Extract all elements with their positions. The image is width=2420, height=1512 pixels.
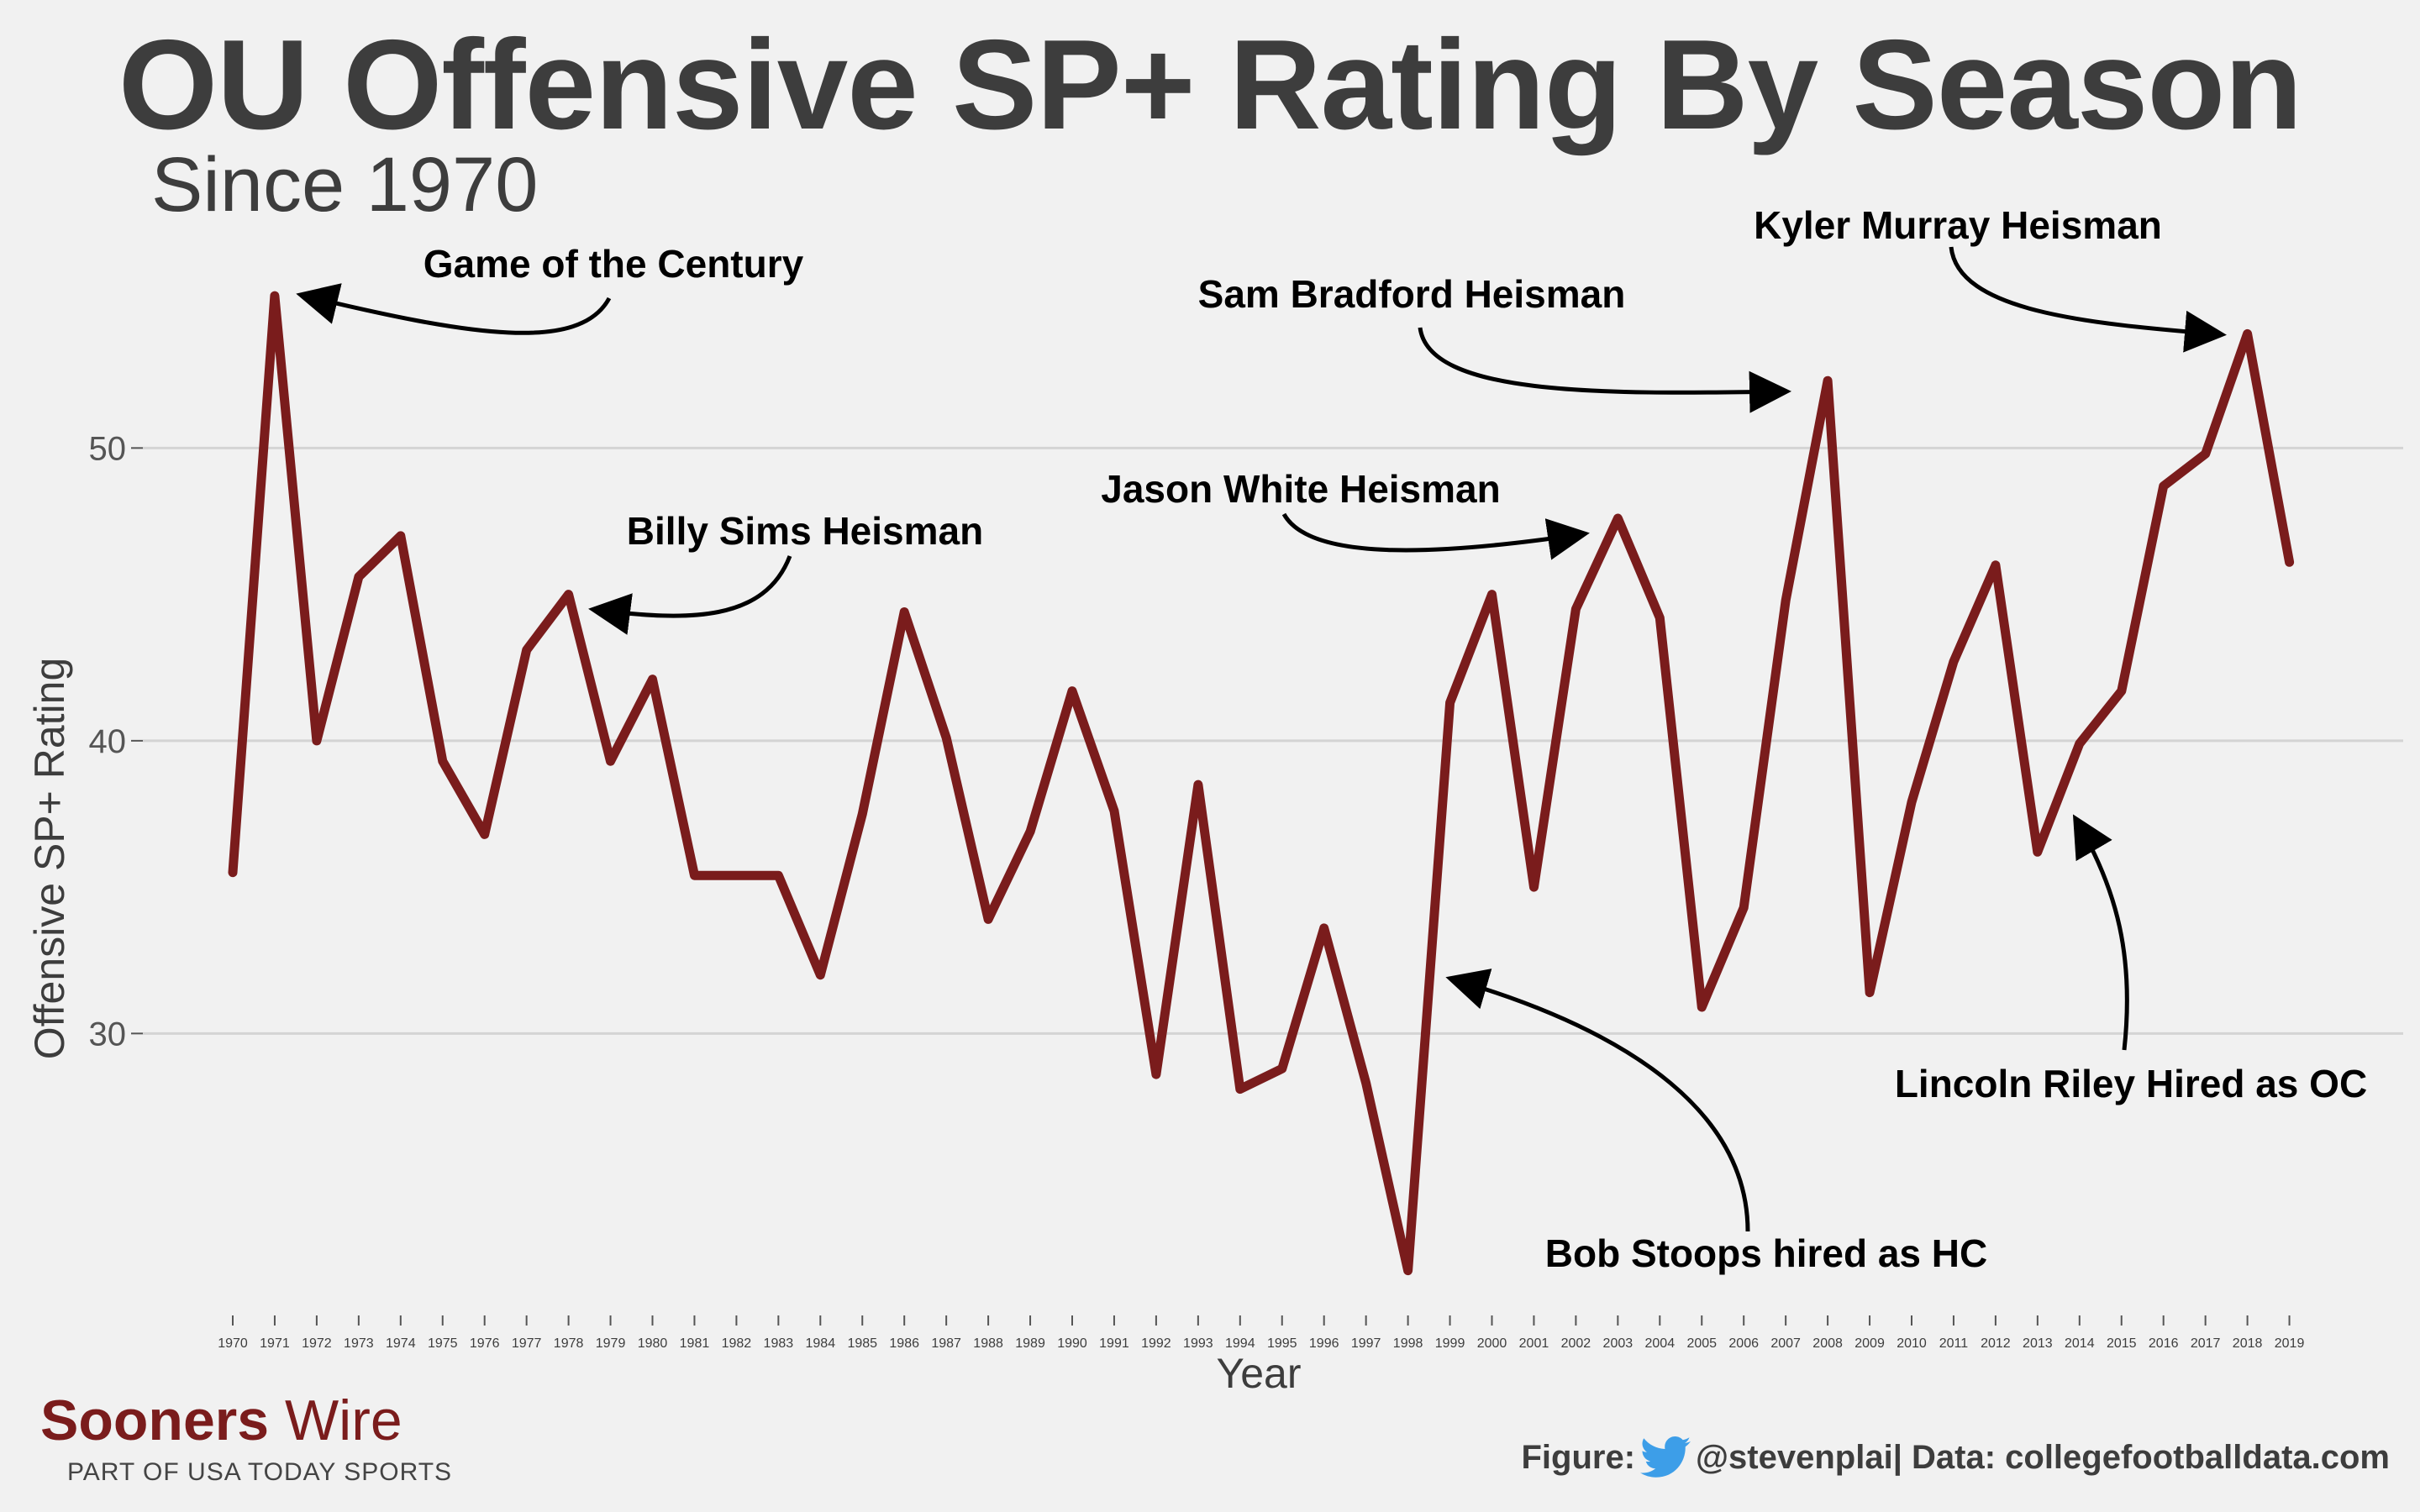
x-tick-label: 1987: [931, 1336, 961, 1351]
x-tick-label: 2006: [1728, 1336, 1759, 1351]
x-tick-label: 1975: [428, 1336, 458, 1351]
arrow-kyler-murray: [1949, 246, 2227, 353]
brand-tagline: PART OF USA TODAY SPORTS: [67, 1458, 453, 1486]
x-tick-label: 1996: [1309, 1336, 1339, 1351]
x-tick-label: 1993: [1183, 1336, 1213, 1351]
arrow-sam-bradford: [1418, 327, 1791, 413]
annotation-label: Sam Bradford Heisman: [1198, 272, 1626, 316]
x-tick-label: 1972: [302, 1336, 332, 1351]
annotation-label: Lincoln Riley Hired as OC: [1895, 1062, 2367, 1105]
credit-handle: @stevenplai: [1696, 1438, 1893, 1476]
x-tick-label: 2017: [2191, 1336, 2221, 1351]
x-tick-label: 2018: [2233, 1336, 2263, 1351]
arrow-jason-white: [1281, 512, 1590, 560]
x-tick-label: 1989: [1015, 1336, 1045, 1351]
x-tick-label: 2007: [1770, 1336, 1801, 1351]
x-tick-label: 1981: [680, 1336, 710, 1351]
y-axis-label: Offensive SP+ Rating: [26, 658, 73, 1060]
x-tick-label: 1985: [847, 1336, 877, 1351]
x-tick-label: 2010: [1897, 1336, 1927, 1351]
x-tick-label: 1995: [1267, 1336, 1297, 1351]
brand-name-bold: Sooners: [40, 1389, 270, 1452]
arrow-bob-stoops: [1445, 969, 1750, 1232]
figure-credit: Figure: @stevenplai | Data: collegefootb…: [1521, 1436, 2390, 1478]
chart-subtitle: Since 1970: [151, 142, 539, 228]
x-tick-label: 1994: [1225, 1336, 1255, 1351]
x-tick-label: 1992: [1141, 1336, 1171, 1351]
x-tick-label: 1973: [344, 1336, 374, 1351]
credit-prefix: Figure:: [1521, 1438, 1636, 1476]
arrow-billy-sims: [588, 555, 792, 635]
annotation-label: Kyler Murray Heisman: [1754, 203, 2162, 247]
x-tick-label: 2013: [2023, 1336, 2053, 1351]
x-tick-label: 2015: [2107, 1336, 2137, 1351]
x-tick-label: 1984: [806, 1336, 836, 1351]
x-tick-label: 2009: [1854, 1336, 1885, 1351]
brand-name-light: Wire: [269, 1389, 402, 1452]
y-tick-label: 50: [89, 430, 127, 467]
x-tick-label: 2004: [1645, 1336, 1676, 1351]
x-tick-label: 2008: [1812, 1336, 1843, 1351]
x-tick-label: 1980: [638, 1336, 668, 1351]
arrow-lincoln-riley: [2072, 814, 2129, 1051]
chart-title: OU Offensive SP+ Rating By Season: [118, 13, 2302, 156]
x-tick-label: 1977: [512, 1336, 542, 1351]
annotation-label: Game of the Century: [424, 242, 804, 286]
y-tick-label: 30: [89, 1016, 127, 1053]
x-tick-label: 1978: [554, 1336, 584, 1351]
x-tick-label: 1991: [1099, 1336, 1129, 1351]
arrow-game-of-the-century: [296, 283, 612, 335]
x-tick-label: 1997: [1351, 1336, 1381, 1351]
x-tick-label: 2000: [1477, 1336, 1507, 1351]
x-tick-label: 1970: [218, 1336, 248, 1351]
x-tick-label: 2003: [1603, 1336, 1634, 1351]
x-tick-label: 2001: [1519, 1336, 1549, 1351]
x-axis-ticks: 1970 1971 1972 1973 1974 1975 1976 1977 1978 1979…: [218, 1315, 2304, 1351]
x-tick-label: 2005: [1686, 1336, 1717, 1351]
x-tick-label: 2002: [1561, 1336, 1591, 1351]
x-tick-label: 2019: [2275, 1336, 2305, 1351]
x-tick-label: 1982: [722, 1336, 752, 1351]
x-tick-label: 1986: [889, 1336, 919, 1351]
x-tick-label: 1979: [596, 1336, 626, 1351]
y-tick-label: 40: [89, 723, 127, 760]
x-axis-label: Year: [1216, 1350, 1301, 1397]
x-tick-label: 1974: [386, 1336, 416, 1351]
annotation-label: Jason White Heisman: [1101, 467, 1500, 511]
gridlines: [143, 446, 2403, 1035]
annotation-label: Bob Stoops hired as HC: [1545, 1231, 1987, 1275]
x-tick-label: 1998: [1393, 1336, 1423, 1351]
x-tick-label: 2012: [1981, 1336, 2011, 1351]
credit-data-source: | Data: collegefootballdata.com: [1892, 1438, 2390, 1476]
x-tick-label: 2016: [2149, 1336, 2179, 1351]
annotation-label: Billy Sims Heisman: [627, 509, 983, 553]
annotation-labels: Game of the Century Billy Sims Heisman Jas…: [424, 203, 2367, 1275]
x-tick-label: 1983: [764, 1336, 794, 1351]
brand-logo: Sooners Wire: [40, 1388, 402, 1453]
x-tick-label: 2011: [1939, 1336, 1969, 1351]
x-tick-label: 1988: [973, 1336, 1003, 1351]
annotation-arrows: [296, 246, 2227, 1232]
x-tick-label: 1990: [1057, 1336, 1087, 1351]
x-tick-label: 2014: [2065, 1336, 2095, 1351]
y-axis-ticks: 30 40 50: [89, 430, 143, 1053]
x-tick-label: 1971: [260, 1336, 290, 1351]
twitter-bird-icon: [1640, 1436, 1691, 1478]
series-line: [228, 291, 2295, 1276]
x-tick-label: 1976: [470, 1336, 500, 1351]
x-tick-label: 1999: [1435, 1336, 1465, 1351]
